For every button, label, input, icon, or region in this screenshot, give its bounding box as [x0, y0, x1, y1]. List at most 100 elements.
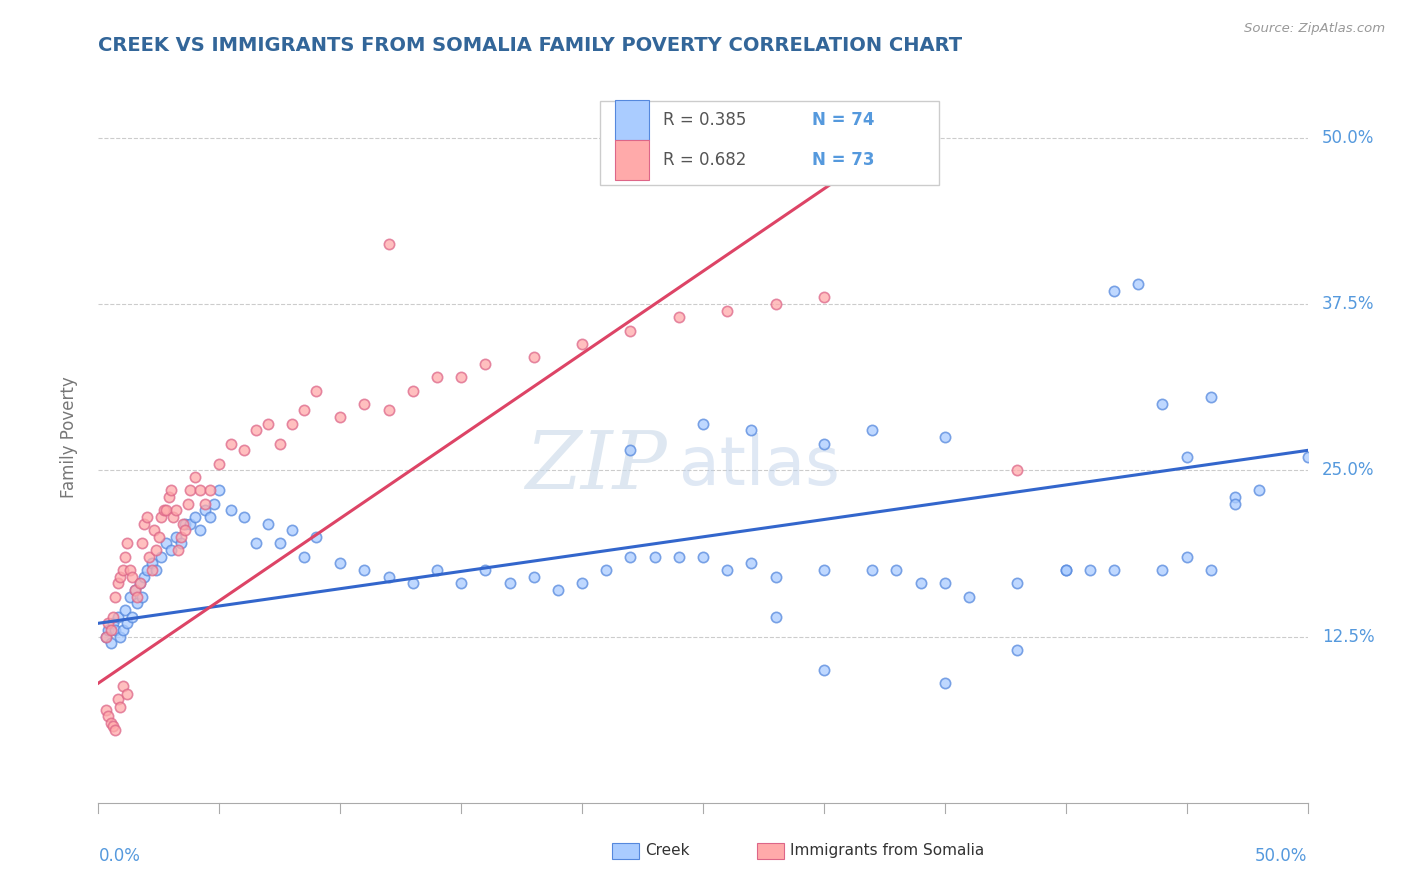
- Point: [910, 576, 932, 591]
- Point: [957, 590, 980, 604]
- Point: [194, 497, 217, 511]
- Text: R = 0.385: R = 0.385: [664, 112, 747, 129]
- Point: [377, 237, 399, 252]
- Point: [377, 570, 399, 584]
- Point: [128, 576, 150, 591]
- Point: [813, 663, 835, 677]
- Point: [232, 509, 254, 524]
- Point: [111, 563, 134, 577]
- Point: [97, 623, 120, 637]
- Point: [160, 483, 183, 498]
- Point: [157, 490, 180, 504]
- Point: [118, 563, 141, 577]
- Text: 0.0%: 0.0%: [98, 847, 141, 864]
- Point: [1128, 277, 1150, 292]
- Point: [179, 483, 201, 498]
- Text: Creek: Creek: [645, 843, 689, 858]
- Point: [124, 582, 146, 597]
- Point: [934, 576, 956, 591]
- Point: [450, 576, 472, 591]
- Point: [111, 679, 134, 693]
- Point: [1249, 483, 1271, 498]
- Text: 50.0%: 50.0%: [1322, 128, 1375, 147]
- Point: [94, 703, 117, 717]
- Point: [571, 337, 593, 351]
- Point: [860, 424, 883, 438]
- Text: Immigrants from Somalia: Immigrants from Somalia: [790, 843, 984, 858]
- Point: [860, 563, 883, 577]
- Point: [100, 636, 122, 650]
- Point: [402, 384, 425, 398]
- Point: [498, 576, 520, 591]
- Point: [474, 563, 496, 577]
- Point: [571, 576, 593, 591]
- Point: [813, 290, 835, 304]
- Point: [101, 719, 124, 733]
- Point: [134, 570, 156, 584]
- Point: [169, 536, 191, 550]
- Point: [188, 483, 211, 498]
- Point: [305, 384, 328, 398]
- Text: ZIP: ZIP: [524, 427, 666, 505]
- Point: [450, 370, 472, 384]
- Point: [97, 709, 120, 723]
- Point: [1102, 284, 1125, 298]
- Point: [221, 436, 243, 450]
- Point: [813, 563, 835, 577]
- Point: [121, 570, 143, 584]
- Point: [177, 497, 200, 511]
- Point: [101, 609, 124, 624]
- Point: [1054, 563, 1077, 577]
- Point: [305, 530, 328, 544]
- Point: [329, 410, 352, 425]
- Point: [292, 549, 315, 564]
- Point: [107, 609, 129, 624]
- Point: [100, 716, 122, 731]
- Point: [426, 563, 449, 577]
- Text: 37.5%: 37.5%: [1322, 295, 1375, 313]
- Point: [179, 516, 201, 531]
- Point: [150, 509, 173, 524]
- Point: [353, 397, 375, 411]
- Point: [547, 582, 569, 597]
- Point: [104, 623, 127, 637]
- Point: [117, 687, 139, 701]
- Point: [1175, 450, 1198, 464]
- Point: [143, 523, 166, 537]
- Point: [668, 310, 690, 325]
- Point: [426, 370, 449, 384]
- Point: [108, 700, 131, 714]
- Text: Source: ZipAtlas.com: Source: ZipAtlas.com: [1244, 22, 1385, 36]
- Bar: [614, 100, 648, 140]
- Point: [138, 549, 160, 564]
- Point: [1007, 463, 1029, 477]
- Point: [134, 516, 156, 531]
- Point: [740, 424, 762, 438]
- Point: [269, 436, 291, 450]
- Point: [111, 623, 134, 637]
- Point: [1054, 563, 1077, 577]
- Point: [256, 516, 278, 531]
- Point: [269, 536, 291, 550]
- Point: [204, 497, 226, 511]
- Point: [619, 324, 641, 338]
- Point: [934, 430, 956, 444]
- Point: [165, 530, 187, 544]
- Point: [644, 549, 666, 564]
- Text: 50.0%: 50.0%: [1256, 847, 1308, 864]
- Point: [740, 557, 762, 571]
- Point: [1175, 549, 1198, 564]
- Text: 25.0%: 25.0%: [1322, 461, 1375, 479]
- Point: [155, 536, 177, 550]
- Point: [1007, 643, 1029, 657]
- Point: [169, 530, 191, 544]
- Point: [131, 590, 153, 604]
- Point: [813, 436, 835, 450]
- Text: N = 74: N = 74: [811, 112, 875, 129]
- Point: [1078, 563, 1101, 577]
- Point: [101, 616, 124, 631]
- Point: [886, 563, 908, 577]
- Point: [198, 483, 221, 498]
- Point: [934, 676, 956, 690]
- Point: [1223, 490, 1246, 504]
